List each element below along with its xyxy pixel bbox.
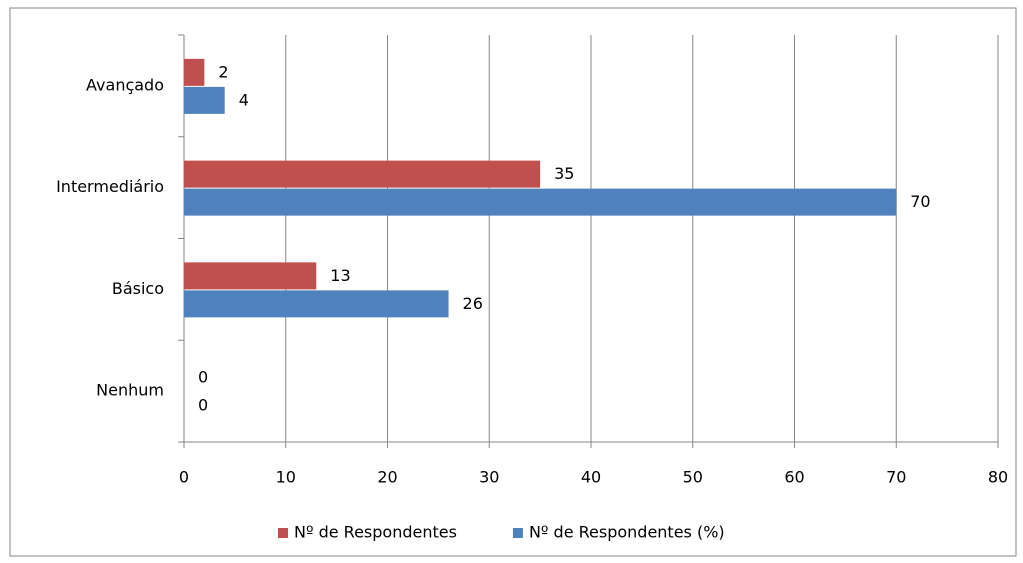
- value-label: 26: [463, 294, 483, 313]
- bar: [184, 262, 317, 290]
- x-tick-label: 50: [683, 468, 703, 487]
- x-tick-label: 0: [179, 468, 189, 487]
- bar: [184, 58, 205, 86]
- x-tick-label: 10: [276, 468, 296, 487]
- value-label: 13: [330, 266, 350, 285]
- x-tick-label: 30: [479, 468, 499, 487]
- x-tick-label: 20: [377, 468, 397, 487]
- y-tick-label: Intermediário: [56, 177, 164, 196]
- bar: [184, 188, 897, 216]
- value-label: 2: [218, 62, 228, 81]
- value-label: 4: [239, 90, 249, 109]
- bar: [184, 160, 541, 188]
- y-tick-label: Nenhum: [96, 381, 164, 400]
- x-tick-label: 70: [886, 468, 906, 487]
- bar: [184, 86, 225, 114]
- legend-swatch: [512, 528, 523, 538]
- y-tick-label: Básico: [112, 279, 164, 298]
- y-tick-label: Avançado: [86, 75, 164, 94]
- x-tick-label: 40: [581, 468, 601, 487]
- value-label: 0: [198, 368, 208, 387]
- legend-label: Nº de Respondentes: [294, 523, 457, 542]
- value-label: 70: [910, 192, 930, 211]
- legend-label: Nº de Respondentes (%): [529, 523, 725, 542]
- legend-swatch: [278, 528, 288, 538]
- value-label: 0: [198, 396, 208, 415]
- x-tick-label: 60: [784, 468, 804, 487]
- chart-border: [9, 7, 1017, 557]
- bar: [184, 290, 449, 318]
- x-tick-label: 80: [988, 468, 1008, 487]
- value-label: 35: [554, 164, 574, 183]
